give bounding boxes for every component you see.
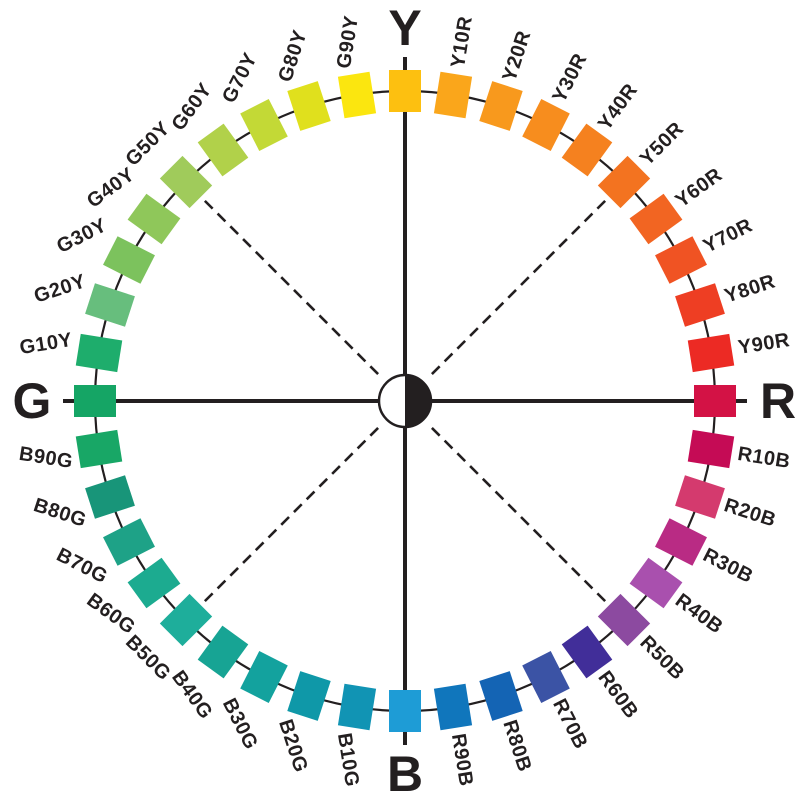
center-halftone-circle-icon xyxy=(377,373,433,429)
axis-label-y: Y xyxy=(388,0,422,56)
swatch-b xyxy=(389,690,421,732)
axis-label-r: R xyxy=(759,373,797,429)
diagonal-dashed-line-se xyxy=(430,426,620,616)
axis-label-g: G xyxy=(12,373,52,429)
swatch-g90y xyxy=(337,71,376,119)
diagonal-dashed-line-nw xyxy=(190,186,380,376)
swatch-r xyxy=(694,385,736,417)
swatch-y xyxy=(389,70,421,112)
swatch-b10g xyxy=(337,683,376,731)
axis-label-b: B xyxy=(386,746,424,800)
diagonal-dashed-line-ne xyxy=(430,186,620,376)
swatch-y90r xyxy=(687,333,735,372)
swatch-g10y xyxy=(75,333,123,372)
swatch-g xyxy=(74,385,116,417)
diagonal-dashed-line-sw xyxy=(190,426,380,616)
